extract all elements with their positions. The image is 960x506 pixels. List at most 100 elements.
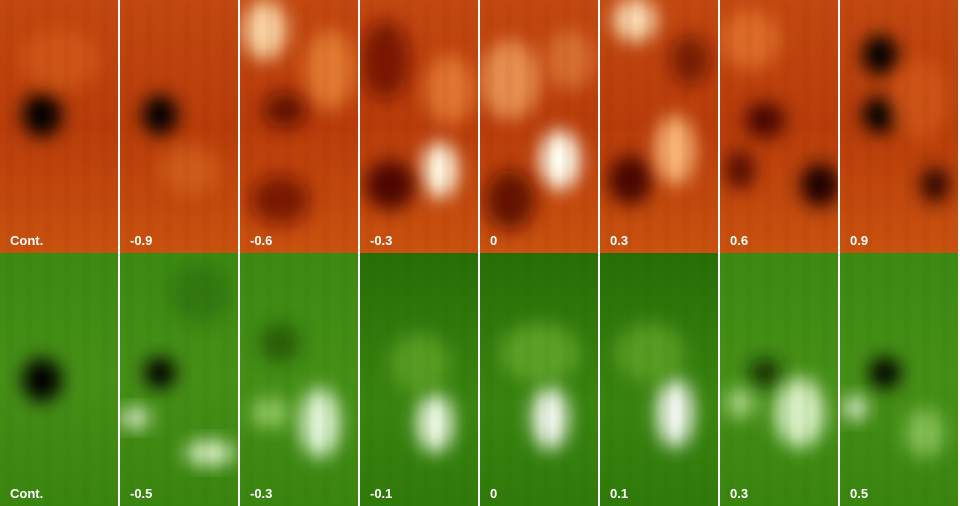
streak [27, 253, 31, 506]
panel-label: 0.3 [730, 486, 748, 501]
streak [488, 0, 492, 253]
streak [204, 253, 208, 506]
panel-label: Cont. [10, 486, 43, 501]
feature [843, 396, 867, 420]
streak [368, 0, 372, 253]
panel-label: 0.6 [730, 233, 748, 248]
panel: -0.6 [240, 0, 358, 253]
streak [905, 253, 909, 506]
streak [608, 253, 612, 506]
streak [425, 253, 429, 506]
streak [65, 253, 69, 506]
streak [103, 253, 107, 506]
feature [260, 323, 300, 363]
feature [20, 30, 100, 90]
panel-image [240, 0, 358, 253]
streak [848, 253, 852, 506]
panel-label: Cont. [10, 233, 43, 248]
streak [185, 0, 189, 253]
streak [823, 0, 827, 253]
streak [747, 0, 751, 253]
streak [766, 0, 770, 253]
streak [463, 0, 467, 253]
panel-background [720, 253, 838, 506]
panel-background [240, 253, 358, 506]
streak [646, 253, 650, 506]
streak [84, 253, 88, 506]
feature [775, 378, 825, 448]
streak [804, 253, 808, 506]
streak [444, 0, 448, 253]
streak [785, 253, 789, 506]
panel-label: -0.1 [370, 486, 392, 501]
feature [170, 263, 230, 323]
panel-label: 0.3 [610, 233, 628, 248]
panel: -0.5 [120, 253, 238, 506]
panel-image [240, 253, 358, 506]
streak [324, 0, 328, 253]
feature [22, 358, 62, 402]
streak [425, 0, 429, 253]
streak [886, 253, 890, 506]
panel-image [600, 253, 718, 506]
streak [103, 0, 107, 253]
panel-image [120, 0, 238, 253]
streak [646, 0, 650, 253]
separator [238, 0, 240, 506]
panel-label: 0.1 [610, 486, 628, 501]
streak [166, 253, 170, 506]
streak [46, 0, 50, 253]
feature [750, 359, 780, 387]
panel-label: 0 [490, 486, 497, 501]
panel: 0.3 [720, 253, 838, 506]
streak [564, 0, 568, 253]
streak [65, 0, 69, 253]
streak [406, 253, 410, 506]
streak [684, 253, 688, 506]
panel-background [120, 0, 238, 253]
panel-image [0, 253, 118, 506]
panel: 0.5 [840, 253, 958, 506]
streak [627, 253, 631, 506]
streak [848, 0, 852, 253]
streak [463, 253, 467, 506]
feature [425, 55, 475, 125]
streak [867, 0, 871, 253]
streak [147, 0, 151, 253]
streak [703, 253, 707, 506]
streak [406, 0, 410, 253]
streak [128, 0, 132, 253]
panel: 0.9 [840, 0, 958, 253]
streak [27, 0, 31, 253]
separator [598, 0, 600, 506]
feature [745, 102, 785, 138]
streak [924, 253, 928, 506]
feature [243, 0, 287, 60]
panel: -0.3 [360, 0, 478, 253]
panel-label: -0.3 [250, 486, 272, 501]
panel-image [840, 0, 958, 253]
feature [22, 93, 62, 137]
streak [8, 0, 12, 253]
streak [943, 0, 947, 253]
panel-image [840, 253, 958, 506]
feature [500, 323, 580, 383]
panel-image [600, 0, 718, 253]
streak [608, 0, 612, 253]
feature [613, 0, 657, 42]
streak [387, 253, 391, 506]
panel-label: -0.9 [130, 233, 152, 248]
streak [46, 253, 50, 506]
separator [118, 0, 120, 506]
streak [8, 253, 12, 506]
panel: -0.3 [240, 253, 358, 506]
panel-image [360, 0, 478, 253]
streak [804, 0, 808, 253]
streak [627, 0, 631, 253]
streak [305, 0, 309, 253]
streak [526, 253, 530, 506]
streak [147, 253, 151, 506]
streak [248, 253, 252, 506]
streak [507, 0, 511, 253]
